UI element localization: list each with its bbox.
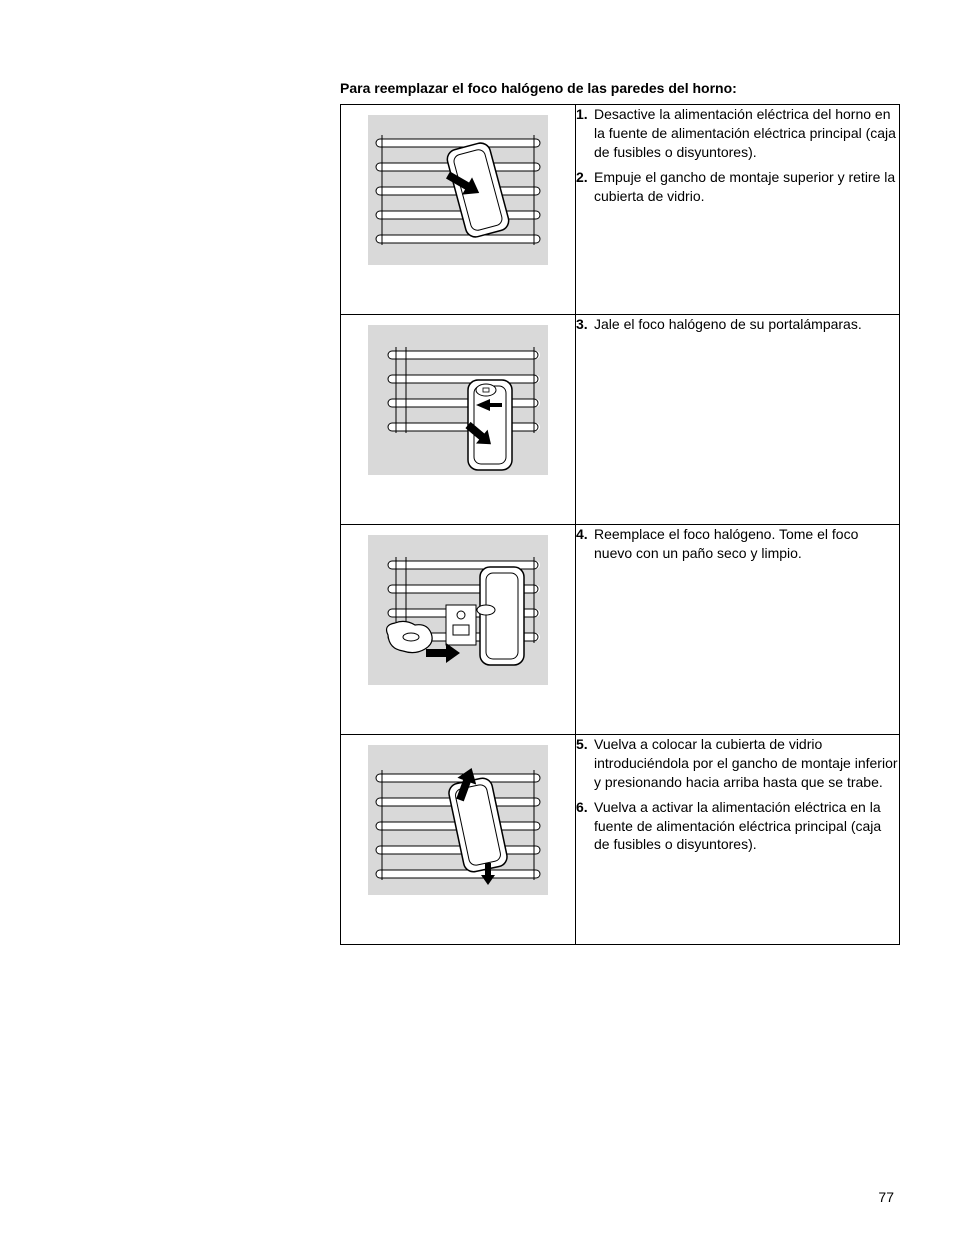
diagram-step1-icon bbox=[368, 115, 548, 265]
step-text: Reemplace el foco halógeno. Tome el foco… bbox=[594, 525, 899, 563]
step-item: 6. Vuelva a activar la alimentación eléc… bbox=[576, 798, 899, 855]
step-text: Jale el foco halógeno de su portalámpara… bbox=[594, 315, 899, 334]
diagram-step4-icon bbox=[368, 535, 548, 685]
step-text: Desactive la alimentación eléctrica del … bbox=[594, 105, 899, 162]
step-text: Empuje el gancho de montaje superior y r… bbox=[594, 168, 899, 206]
step-text: Vuelva a colocar la cubierta de vidrio i… bbox=[594, 735, 899, 792]
step-item: 3. Jale el foco halógeno de su portalámp… bbox=[576, 315, 899, 334]
step-number: 5. bbox=[576, 735, 594, 792]
step-number: 4. bbox=[576, 525, 594, 563]
step-text: Vuelva a activar la alimentación eléctri… bbox=[594, 798, 899, 855]
diagram-cell bbox=[341, 525, 576, 735]
diagram-step5-icon bbox=[368, 745, 548, 895]
diagram-cell bbox=[341, 735, 576, 945]
step-item: 4. Reemplace el foco halógeno. Tome el f… bbox=[576, 525, 899, 563]
step-number: 6. bbox=[576, 798, 594, 855]
step-item: 1. Desactive la alimentación eléctrica d… bbox=[576, 105, 899, 162]
step-row: 4. Reemplace el foco halógeno. Tome el f… bbox=[341, 525, 900, 735]
step-number: 3. bbox=[576, 315, 594, 334]
step-row: 3. Jale el foco halógeno de su portalámp… bbox=[341, 315, 900, 525]
steps-table: 1. Desactive la alimentación eléctrica d… bbox=[340, 104, 900, 945]
section-heading: Para reemplazar el foco halógeno de las … bbox=[340, 80, 900, 96]
step-text-cell: 4. Reemplace el foco halógeno. Tome el f… bbox=[576, 525, 900, 735]
step-row: 5. Vuelva a colocar la cubierta de vidri… bbox=[341, 735, 900, 945]
step-text-cell: 3. Jale el foco halógeno de su portalámp… bbox=[576, 315, 900, 525]
diagram-step3-icon bbox=[368, 325, 548, 475]
diagram-cell bbox=[341, 105, 576, 315]
step-row: 1. Desactive la alimentación eléctrica d… bbox=[341, 105, 900, 315]
step-item: 2. Empuje el gancho de montaje superior … bbox=[576, 168, 899, 206]
step-number: 1. bbox=[576, 105, 594, 162]
step-number: 2. bbox=[576, 168, 594, 206]
step-item: 5. Vuelva a colocar la cubierta de vidri… bbox=[576, 735, 899, 792]
step-text-cell: 5. Vuelva a colocar la cubierta de vidri… bbox=[576, 735, 900, 945]
step-text-cell: 1. Desactive la alimentación eléctrica d… bbox=[576, 105, 900, 315]
page-number: 77 bbox=[878, 1189, 894, 1205]
diagram-cell bbox=[341, 315, 576, 525]
